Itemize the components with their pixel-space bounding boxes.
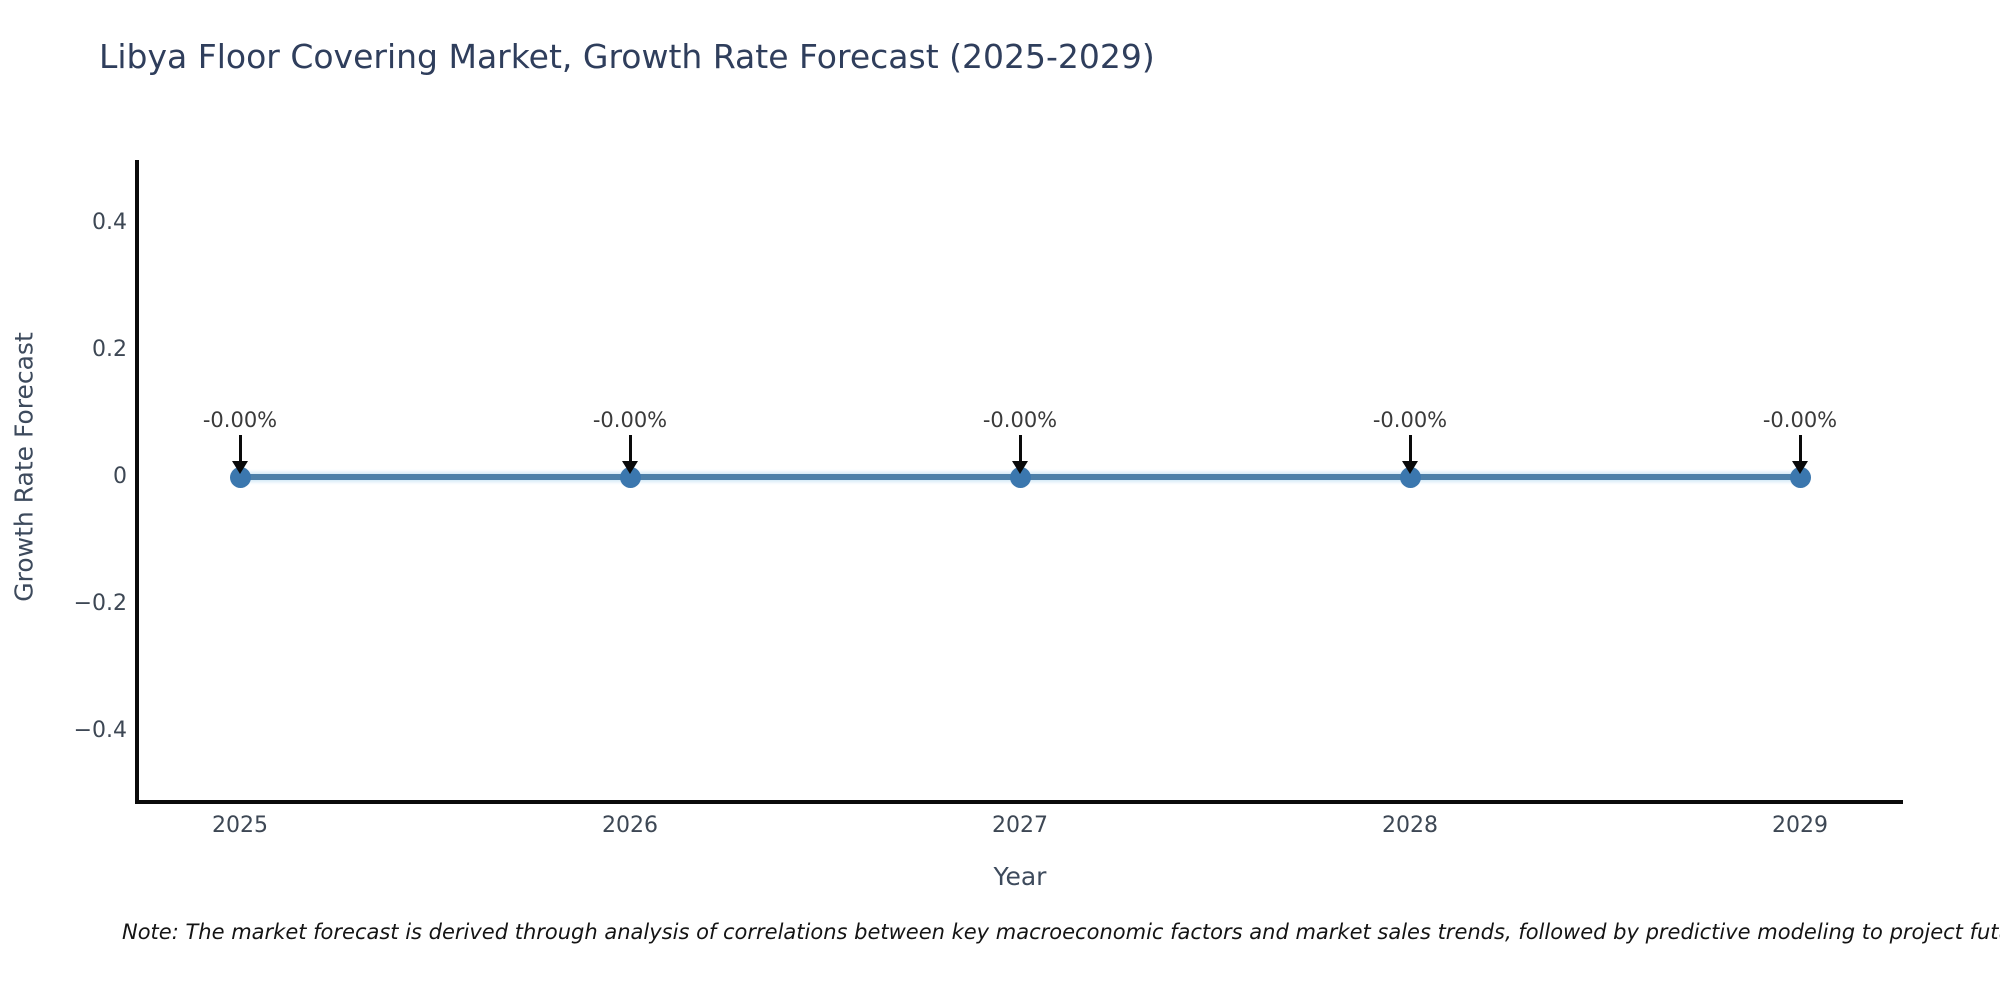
x-tick-label: 2028 [1382, 813, 1438, 838]
x-tick-label: 2026 [602, 813, 658, 838]
footnote: Note: The market forecast is derived thr… [122, 920, 2000, 944]
y-axis-spine [135, 160, 139, 804]
data-point-label: -0.00% [1372, 408, 1448, 433]
y-tick-label: 0.4 [92, 210, 127, 236]
x-tick-label: 2025 [212, 813, 268, 838]
annotation-arrow-shaft [238, 435, 242, 463]
chart-title: Libya Floor Covering Market, Growth Rate… [99, 37, 1155, 76]
x-tick-label: 2027 [992, 813, 1048, 838]
x-axis-title: Year [993, 862, 1047, 891]
x-tick-label: 2029 [1772, 813, 1828, 838]
data-point-label: -0.00% [202, 408, 278, 433]
annotation-arrow-head-icon [1402, 461, 1418, 475]
data-point-label: -0.00% [1762, 408, 1838, 433]
annotation-arrow-shaft [628, 435, 632, 463]
data-point-label: -0.00% [982, 408, 1058, 433]
annotation-arrow-shaft [1408, 435, 1412, 463]
x-axis-spine [135, 800, 1903, 804]
y-tick-label: 0.2 [92, 337, 127, 363]
annotation-arrow-shaft [1018, 435, 1022, 463]
data-point-label: -0.00% [592, 408, 668, 433]
annotation-arrow-head-icon [1792, 461, 1808, 475]
annotation-arrow-head-icon [232, 461, 248, 475]
annotation-arrow-shaft [1798, 435, 1802, 463]
annotation-arrow-head-icon [622, 461, 638, 475]
annotation-arrow-head-icon [1012, 461, 1028, 475]
y-tick-label: −0.4 [73, 718, 127, 744]
y-tick-label: −0.2 [73, 591, 127, 617]
y-tick-label: 0 [113, 464, 127, 490]
